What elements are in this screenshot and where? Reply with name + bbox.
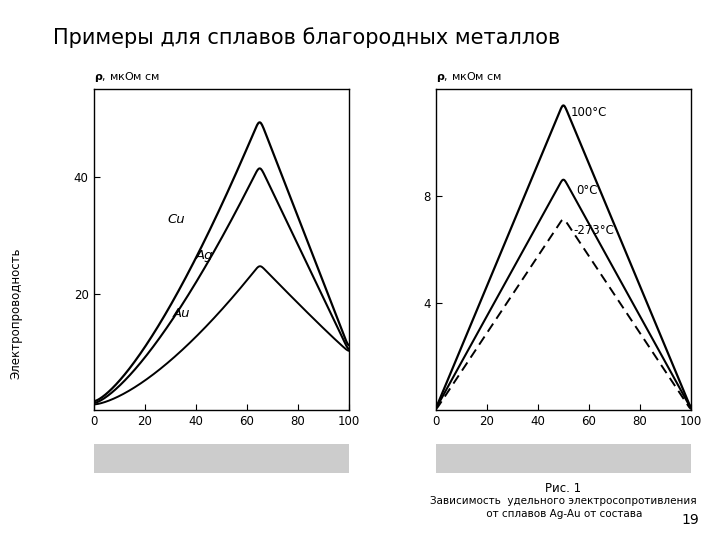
Text: Cu: Cu [168, 213, 185, 226]
Text: $\bf{\rho}$, мкОм см: $\bf{\rho}$, мкОм см [436, 70, 502, 84]
Text: Примеры для сплавов благородных металлов: Примеры для сплавов благородных металлов [53, 27, 560, 48]
Text: $\bf{\rho}$, мкОм см: $\bf{\rho}$, мкОм см [94, 70, 160, 84]
Text: -273°C: -273°C [574, 224, 614, 237]
Text: 100°C: 100°C [571, 106, 608, 119]
Text: 19: 19 [682, 512, 699, 526]
Text: Электропроводность: Электропроводность [9, 247, 23, 379]
Text: Au, %: Au, % [541, 451, 585, 465]
Text: Au: Au [173, 307, 190, 320]
Text: Ag: Ag [196, 248, 213, 261]
Text: Зависимость  удельного электросопротивления
 от сплавов Ag-Au от состава: Зависимость удельного электросопротивлен… [430, 496, 696, 519]
Text: 0°C: 0°C [576, 184, 598, 197]
Text: Pd, %: Pd, % [199, 451, 243, 465]
Text: Рис. 1: Рис. 1 [545, 482, 581, 495]
